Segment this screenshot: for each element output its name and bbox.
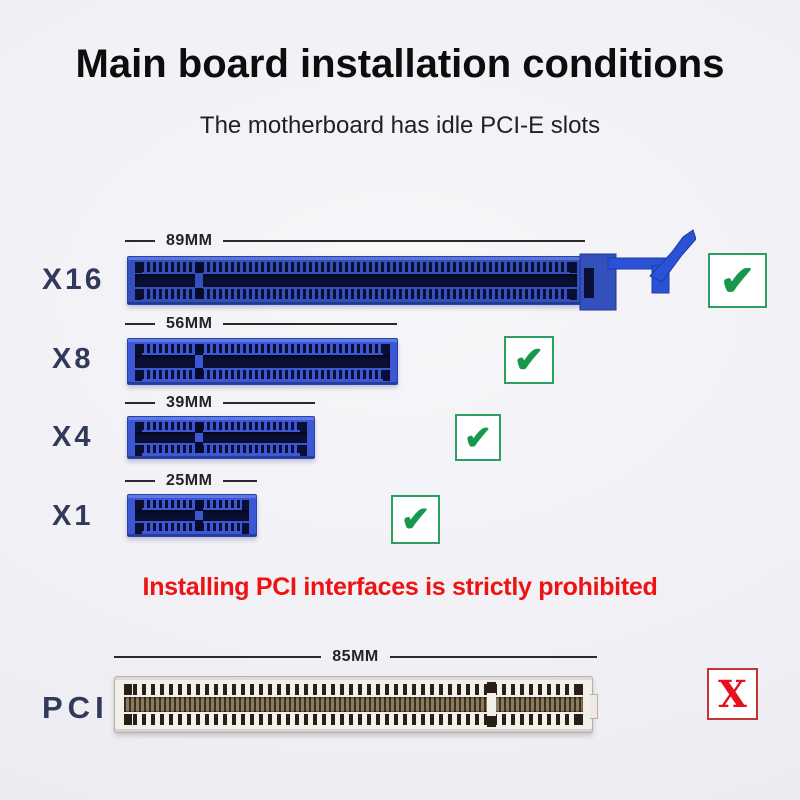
x16-latch-icon (579, 229, 696, 311)
slot-teeth-bottom (135, 444, 307, 457)
measurement-x16: 89MM (125, 231, 585, 251)
warning-text: Installing PCI interfaces is strictly pr… (142, 573, 658, 601)
slot-label-x16: X16 (42, 263, 105, 296)
slot-teeth-bottom (135, 289, 577, 300)
measurement-label-x4: 39MM (166, 394, 213, 411)
check-icon-x4: ✔ (455, 414, 501, 461)
check-glyph: ✔ (719, 256, 756, 304)
page-title: Main board installation conditions (75, 42, 725, 86)
slot-label-x4: X4 (52, 421, 94, 453)
measure-line (223, 480, 257, 482)
measure-line (223, 323, 397, 325)
slot-teeth-bottom (135, 370, 390, 381)
slot-channel (135, 354, 390, 369)
measure-line (223, 240, 585, 242)
slot-key-notch (195, 421, 203, 454)
slot-channel (124, 696, 583, 713)
pci-edge-tab (590, 694, 598, 719)
check-icon-x16: ✔ (708, 253, 767, 308)
measure-dash (125, 323, 155, 325)
slot-graphic-x16 (127, 256, 585, 305)
slot-channel (135, 273, 577, 288)
cross-icon-pci: X (707, 668, 758, 720)
page-subtitle: The motherboard has idle PCI-E slots (199, 112, 601, 139)
measurement-label-x8: 56MM (166, 315, 213, 332)
slot-graphic-x4 (127, 416, 315, 459)
measure-line (223, 402, 315, 404)
measure-dash (125, 240, 155, 242)
check-glyph: ✔ (400, 500, 431, 539)
measure-dash (125, 480, 155, 482)
measurement-label-x16: 89MM (166, 232, 213, 249)
slot-teeth-bottom (135, 522, 249, 535)
slot-label-x8: X8 (52, 343, 94, 375)
slot-key-notch (195, 499, 203, 532)
measurement-x1: 25MM (125, 471, 257, 491)
check-glyph: ✔ (464, 419, 492, 456)
slot-key-notch (195, 261, 203, 300)
slot-key-notch (487, 681, 496, 728)
measurement-pci: 85MM (114, 647, 598, 667)
slot-channel (135, 432, 307, 443)
slot-teeth-top (124, 684, 583, 695)
slot-graphic-x1 (127, 494, 257, 537)
slot-label-pci: PCI (42, 690, 109, 725)
check-icon-x1: ✔ (391, 495, 440, 544)
slot-teeth-top (135, 422, 307, 434)
check-glyph: ✔ (513, 339, 545, 380)
measurement-x8: 56MM (125, 314, 397, 334)
slot-label-x1: X1 (52, 500, 94, 532)
measure-line (389, 656, 598, 658)
slot-channel (135, 510, 249, 521)
measurement-label-x1: 25MM (166, 472, 213, 489)
slot-teeth-bottom (124, 714, 583, 725)
slot-teeth-top (135, 262, 577, 273)
measurement-x4: 39MM (125, 393, 315, 413)
slot-key-notch (195, 343, 203, 380)
slot-graphic-x8 (127, 338, 398, 385)
measure-dash (125, 402, 155, 404)
measurement-label-pci: 85MM (332, 648, 379, 665)
cross-glyph: X (718, 671, 747, 716)
slot-graphic-pci (114, 676, 598, 733)
slot-teeth-top (135, 500, 249, 512)
slot-teeth-top (135, 344, 390, 355)
measure-line (114, 656, 322, 658)
check-icon-x8: ✔ (504, 336, 554, 384)
